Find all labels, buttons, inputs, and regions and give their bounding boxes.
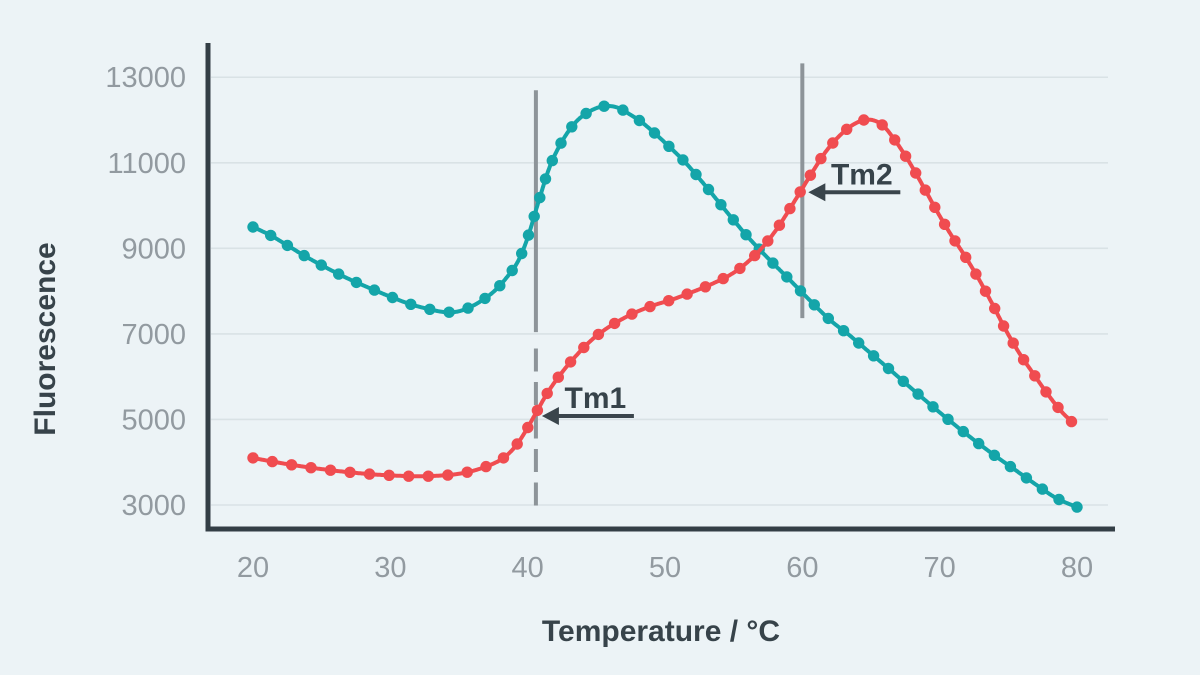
x-tick-label: 30: [374, 552, 406, 584]
y-tick-label: 9000: [121, 233, 186, 265]
tm2-arrow-head: [808, 183, 826, 202]
annotation-arrows: [541, 183, 901, 426]
melt-curve-teal-line: [251, 104, 1079, 510]
x-tick-label: 20: [237, 552, 269, 584]
y-tick-label: 13000: [105, 62, 186, 94]
axes: [205, 43, 1115, 532]
x-tick-label: 40: [512, 552, 544, 584]
tick-labels: 3000 5000 7000 9000 11000 13000 20 30 40 50 60 70 80: [105, 62, 1093, 584]
x-tick-label: 70: [924, 552, 956, 584]
series-melt-curve-teal: [247, 100, 1083, 513]
x-tick-label: 50: [649, 552, 681, 584]
tm1-arrow-head: [541, 407, 559, 426]
y-tick-label: 3000: [121, 490, 186, 522]
tm1-annotation-label: Tm1: [565, 382, 627, 415]
y-tick-label: 11000: [108, 148, 187, 180]
y-tick-label: 7000: [121, 319, 186, 351]
data-series: [247, 100, 1083, 513]
y-axis-title: Fluorescence: [29, 242, 62, 435]
y-tick-label: 5000: [121, 404, 186, 436]
x-axis-title: Temperature / °C: [542, 615, 780, 648]
series-melt-curve-red: [247, 114, 1078, 482]
gridlines: [211, 76, 1108, 506]
x-tick-label: 80: [1061, 552, 1093, 584]
x-tick-label: 60: [786, 552, 818, 584]
tm2-annotation-label: Tm2: [831, 158, 893, 191]
